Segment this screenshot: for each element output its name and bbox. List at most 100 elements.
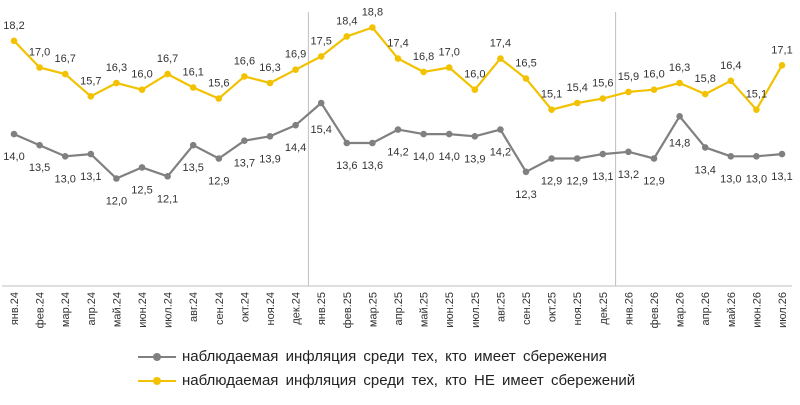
x-tick-label: янв.26	[623, 292, 635, 325]
data-label-savers: 14,2	[490, 147, 511, 159]
data-point-savers	[61, 153, 69, 160]
data-label-savers: 14,0	[413, 151, 434, 163]
data-point-savers	[727, 153, 735, 160]
data-point-savers	[625, 148, 632, 156]
x-tick-labels: янв.24 фев.24 мар.24 апр.24 май.24 июн.24 июл.…	[9, 292, 789, 328]
data-label-non-savers: 15,1	[541, 89, 562, 101]
data-point-non-savers	[548, 106, 555, 113]
x-tick-label: фев.26	[649, 292, 661, 328]
data-label-non-savers: 16,7	[157, 53, 178, 65]
data-point-savers	[369, 139, 376, 147]
data-label-savers: 13,6	[362, 160, 383, 172]
data-label-savers: 13,5	[29, 162, 50, 174]
data-point-non-savers	[164, 70, 171, 78]
year-separators	[307, 12, 617, 286]
data-point-non-savers	[394, 55, 402, 62]
data-point-non-savers	[650, 86, 658, 93]
data-point-savers	[317, 99, 325, 107]
data-point-non-savers	[625, 88, 632, 96]
data-label-non-savers: 17,5	[310, 35, 331, 47]
data-label-non-savers: 15,1	[746, 89, 767, 101]
data-point-non-savers	[599, 95, 607, 102]
data-label-savers: 12,0	[106, 196, 127, 208]
data-label-savers: 13,0	[720, 173, 741, 185]
data-point-savers	[87, 150, 95, 158]
data-label-savers: 12,5	[131, 184, 152, 196]
data-label-non-savers: 15,4	[566, 82, 587, 94]
data-point-savers	[573, 155, 581, 162]
data-label-savers: 12,9	[208, 176, 229, 188]
x-tick-label: янв.24	[9, 292, 21, 325]
data-label-savers: 14,8	[669, 137, 690, 149]
x-tick-label: июн.25	[444, 292, 456, 328]
data-label-savers: 12,1	[157, 193, 178, 205]
data-label-non-savers: 17,0	[29, 47, 50, 59]
data-point-non-savers	[266, 79, 274, 87]
data-point-non-savers	[701, 90, 709, 98]
data-label-non-savers: 17,0	[438, 47, 459, 59]
data-point-non-savers	[61, 70, 69, 78]
data-label-non-savers: 15,7	[80, 75, 101, 87]
data-label-non-savers: 18,4	[336, 15, 357, 27]
data-point-savers	[753, 153, 760, 160]
x-tick-label: фев.25	[342, 292, 354, 328]
data-label-savers: 13,6	[336, 160, 357, 172]
x-tick-label: ноя.25	[572, 292, 584, 325]
x-tick-label: июл.24	[163, 292, 175, 328]
data-point-non-savers	[573, 99, 581, 107]
x-tick-label: мар.26	[675, 292, 687, 327]
data-point-savers	[215, 155, 223, 162]
data-label-savers: 15,4	[310, 124, 331, 136]
data-point-non-savers	[215, 95, 223, 102]
x-tick-label: сен.24	[214, 292, 226, 325]
data-label-savers: 12,9	[541, 176, 562, 188]
data-label-non-savers: 15,6	[208, 78, 229, 90]
data-label-non-savers: 16,6	[234, 55, 255, 67]
legend-label-savers: наблюдаемая инфляция среди тех, кто имее…	[182, 348, 607, 365]
data-point-savers	[650, 155, 658, 162]
data-point-non-savers	[113, 79, 120, 87]
data-label-non-savers: 16,8	[413, 51, 434, 63]
data-point-non-savers	[753, 106, 760, 113]
x-tick-label: ноя.24	[265, 292, 277, 325]
series-line-savers	[13, 101, 783, 180]
data-point-savers	[599, 150, 607, 158]
x-tick-label: фев.24	[35, 292, 47, 328]
data-point-non-savers	[676, 79, 683, 87]
data-point-savers	[36, 141, 43, 149]
data-label-non-savers: 17,4	[387, 38, 408, 50]
x-tick-label: июн.26	[751, 292, 763, 328]
data-point-savers	[189, 141, 197, 149]
data-label-savers: 14,0	[3, 151, 24, 163]
x-tick-label: мар.25	[367, 292, 379, 327]
data-point-non-savers	[343, 33, 351, 40]
data-label-savers: 13,1	[771, 171, 792, 183]
data-point-savers	[445, 130, 453, 138]
x-tick-label: мар.24	[60, 292, 72, 327]
data-label-savers: 14,0	[438, 151, 459, 163]
x-tick-label: окт.24	[239, 292, 251, 322]
x-tick-label: янв.25	[316, 292, 328, 325]
data-label-non-savers: 16,1	[182, 67, 203, 79]
x-tick-label: май.26	[726, 292, 738, 327]
x-tick-label: июн.24	[137, 292, 149, 328]
x-tick-label: дек.25	[598, 292, 610, 325]
data-label-savers: 14,4	[285, 142, 306, 154]
data-point-savers	[10, 130, 18, 138]
data-point-non-savers	[292, 66, 299, 73]
x-tick-label: апр.25	[393, 292, 405, 325]
data-label-non-savers: 16,0	[464, 69, 485, 81]
legend-marker-savers	[138, 351, 176, 363]
data-label-non-savers: 15,6	[592, 78, 613, 90]
data-point-savers	[778, 150, 786, 158]
data-label-savers: 13,7	[234, 158, 255, 170]
data-label-non-savers: 16,9	[285, 49, 306, 61]
data-point-savers	[164, 173, 171, 180]
data-label-non-savers: 16,3	[259, 62, 280, 74]
data-label-savers: 13,1	[80, 171, 101, 183]
legend-marker-non-savers	[138, 375, 176, 387]
data-point-savers	[292, 121, 299, 129]
legend-label-non-savers: наблюдаемая инфляция среди тех, кто НЕ и…	[182, 372, 636, 389]
data-label-savers: 12,9	[643, 176, 664, 188]
